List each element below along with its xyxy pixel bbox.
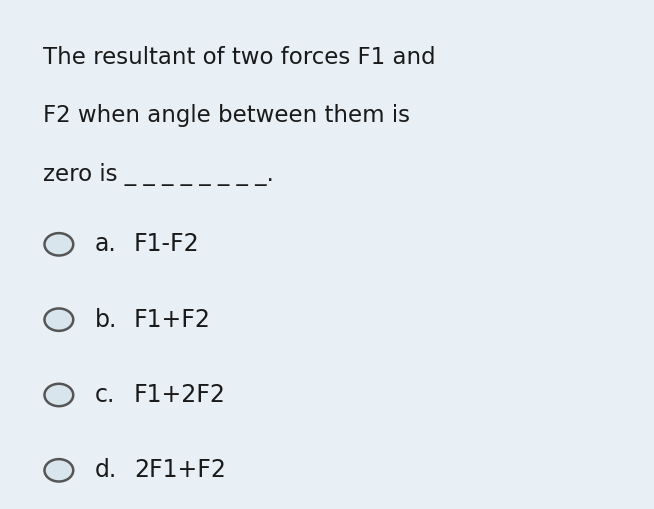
Text: d.: d. [95,458,117,483]
Text: a.: a. [95,232,116,257]
Text: F2 when angle between them is: F2 when angle between them is [43,104,409,127]
Text: 2F1+F2: 2F1+F2 [134,458,226,483]
Text: The resultant of two forces F1 and: The resultant of two forces F1 and [43,46,435,69]
Text: F1+F2: F1+F2 [134,307,211,332]
Circle shape [44,233,73,256]
Circle shape [44,459,73,482]
Text: F1+2F2: F1+2F2 [134,383,226,407]
Text: b.: b. [95,307,117,332]
Circle shape [44,384,73,406]
Text: c.: c. [95,383,115,407]
Circle shape [44,308,73,331]
Text: zero is _ _ _ _ _ _ _ _.: zero is _ _ _ _ _ _ _ _. [43,163,273,186]
Text: F1-F2: F1-F2 [134,232,199,257]
